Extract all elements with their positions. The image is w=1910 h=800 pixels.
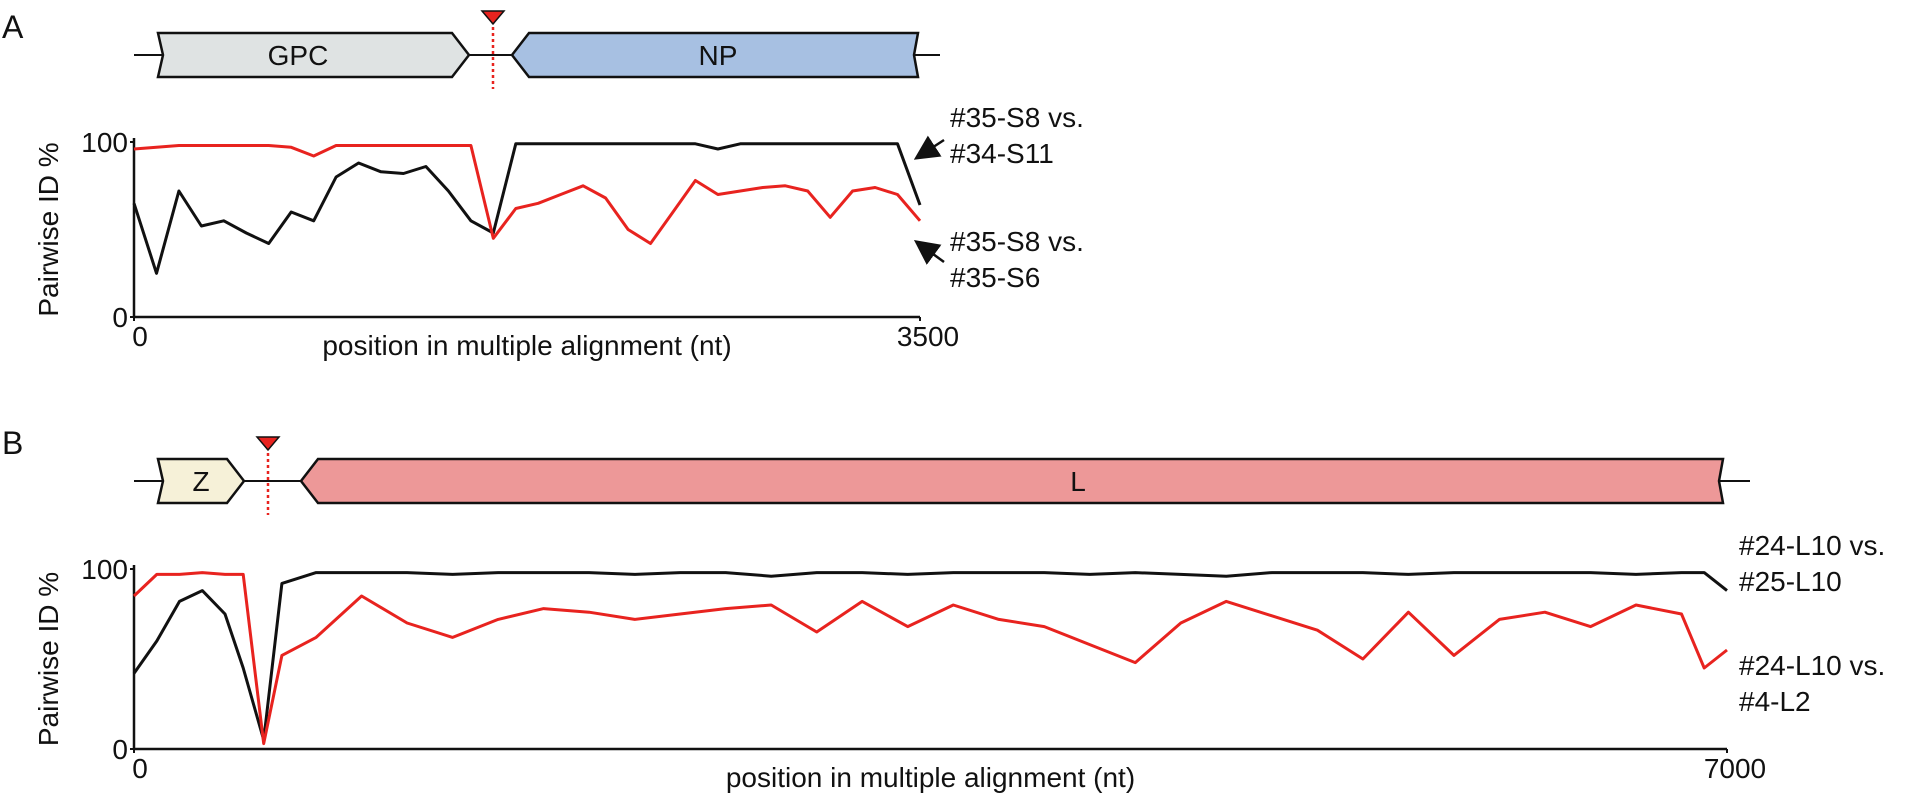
gene-label: Z [192,466,209,497]
series-line [132,571,1728,746]
gene-z [156,457,246,505]
y-tick-label: 0 [112,302,128,333]
x-tick-label: 0 [132,321,148,352]
marker [480,10,506,26]
marker [255,436,281,452]
x-axis-label: position in multiple alignment (nt) [322,330,731,361]
y-axis-label: Pairwise ID % [33,142,64,316]
gene-label: L [1070,466,1086,497]
series-line [132,142,922,275]
panel-label: A [2,9,24,45]
gene-gpc [156,31,471,79]
series-label: #24-L10 vs. #4-L2 [1739,650,1886,717]
gene-l [299,457,1725,505]
x-tick-label: 3500 [897,321,959,352]
gene-np [510,31,920,79]
gene-label: GPC [268,40,329,71]
series-line [133,144,922,245]
x-tick-label: 7000 [1704,753,1766,784]
gene-label: NP [699,40,738,71]
arrow [913,240,945,265]
x-axis-label: position in multiple alignment (nt) [726,762,1135,793]
series-line [132,571,1728,742]
arrow [913,135,945,160]
y-tick-label: 0 [112,734,128,765]
series-label: #24-L10 vs. #25-L10 [1739,530,1886,597]
y-tick-label: 100 [81,554,128,585]
x-tick-label: 0 [132,753,148,784]
series-label: #35-S8 vs. #35-S6 [950,226,1084,293]
series-label: #35-S8 vs. #34-S11 [950,102,1084,169]
y-axis-label: Pairwise ID % [33,572,64,746]
y-tick-label: 100 [81,127,128,158]
panel-label: B [2,425,23,461]
